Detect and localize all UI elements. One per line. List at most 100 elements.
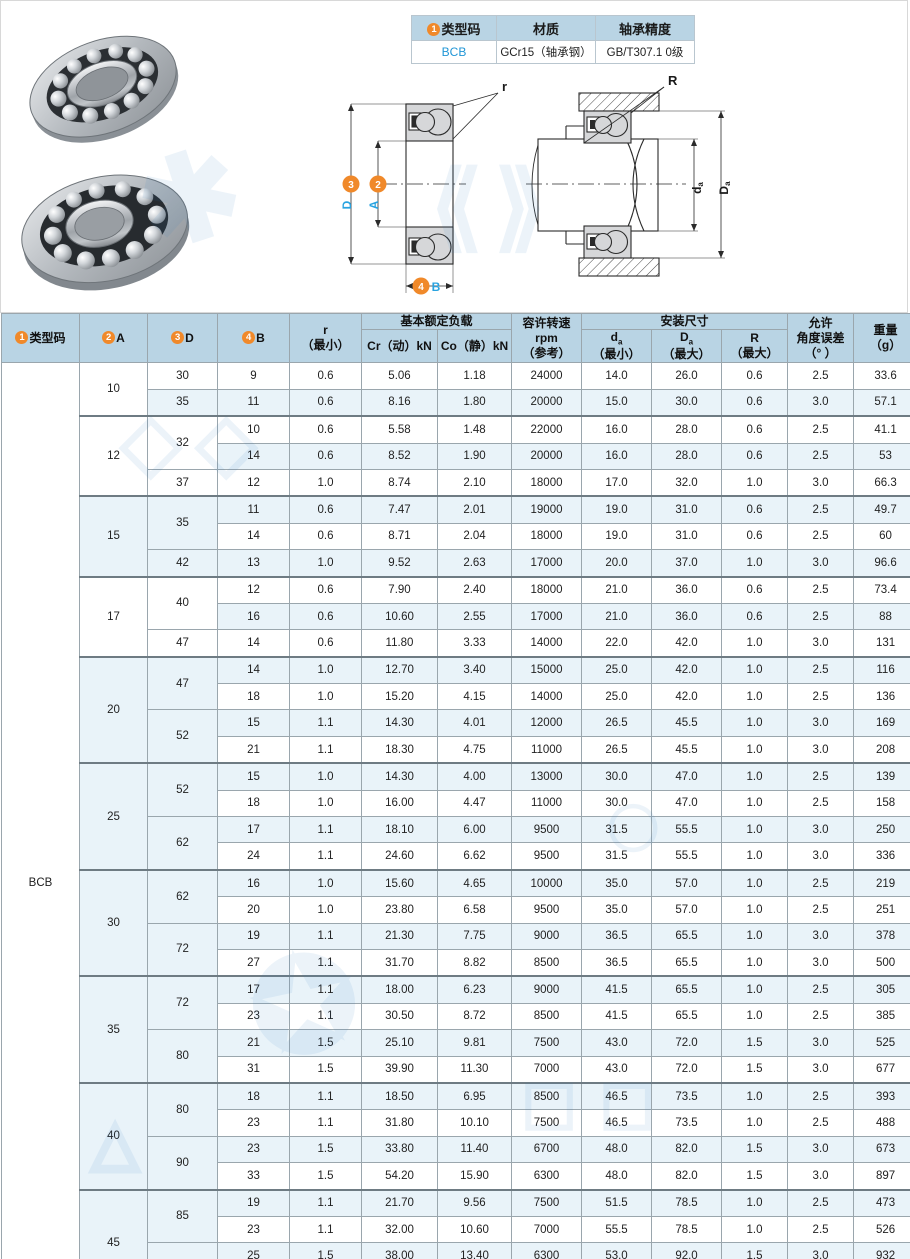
cell-co: 4.15 — [436, 683, 513, 711]
label-A-badge: 2 A — [367, 175, 387, 209]
cell-b: 10 — [217, 415, 290, 444]
cell-angle: 2.5 — [787, 789, 855, 818]
cell-r: 1.1 — [289, 1081, 362, 1111]
cell-b: 14 — [217, 629, 290, 658]
cell-b: 20 — [217, 896, 290, 924]
cell-angle: 2.5 — [787, 896, 855, 924]
cell-co: 6.00 — [436, 816, 513, 844]
cell-a: 17 — [79, 575, 148, 658]
cell-d: 30 — [147, 362, 218, 390]
cell-co: 15.90 — [436, 1162, 513, 1190]
cell-speed: 7500 — [511, 1188, 583, 1217]
cell-b: 25 — [217, 1242, 290, 1259]
cell-R: 0.6 — [721, 442, 789, 470]
th-r-label: r — [323, 323, 328, 338]
cell-a: 15 — [79, 495, 148, 578]
cell-cr: 21.30 — [361, 922, 438, 950]
cell-r: 0.6 — [289, 602, 362, 631]
cell-co: 2.10 — [436, 468, 513, 497]
cell-speed: 6300 — [511, 1242, 583, 1259]
cell-da: 26.5 — [581, 735, 653, 764]
cell-R: 1.0 — [721, 762, 789, 791]
table-row: 20 1.0 23.80 6.58 9500 35.0 57.0 1.0 2.5 251 — [2, 896, 910, 924]
cell-weight: 473 — [853, 1188, 910, 1217]
cell-weight: 219 — [853, 868, 910, 898]
cell-da: 14.0 — [581, 362, 653, 390]
cell-R: 1.0 — [721, 868, 789, 898]
cell-Da: 31.0 — [651, 522, 723, 551]
badge-4-icon: 4 — [242, 331, 256, 345]
product-photo-upper — [19, 15, 184, 150]
cell-co: 11.30 — [436, 1055, 513, 1084]
cell-R: 1.0 — [721, 842, 789, 871]
table-row: 35 11 0.6 8.16 1.80 20000 15.0 30.0 0.6 3.0 57.1 — [2, 388, 910, 417]
cell-Da: 65.5 — [651, 1002, 723, 1031]
cell-speed: 9500 — [511, 896, 583, 924]
cell-d: 72 — [147, 922, 218, 977]
th-load-group: 基本额定负载 — [360, 313, 513, 330]
cell-speed: 24000 — [511, 362, 583, 390]
spec-header-row: 1 类型码 材质 轴承精度 — [411, 15, 695, 41]
cell-Da: 28.0 — [651, 415, 723, 444]
svg-text:2: 2 — [375, 180, 381, 191]
cell-speed: 7000 — [511, 1215, 583, 1244]
cell-co: 1.90 — [436, 442, 513, 470]
cell-r: 1.0 — [289, 468, 362, 497]
th-type-code: 1 类型码 — [1, 312, 80, 364]
cell-a: 45 — [79, 1188, 148, 1259]
cell-co: 3.40 — [436, 655, 513, 685]
cell-cr: 23.80 — [361, 896, 438, 924]
table-row: 42 13 1.0 9.52 2.63 17000 20.0 37.0 1.0 3.0 96.6 — [2, 549, 910, 578]
cell-angle: 2.5 — [787, 762, 855, 791]
cell-Da: 42.0 — [651, 629, 723, 658]
cell-speed: 6300 — [511, 1162, 583, 1190]
cell-R: 1.5 — [721, 1055, 789, 1084]
cell-co: 4.47 — [436, 789, 513, 818]
cell-cr: 18.50 — [361, 1081, 438, 1111]
cell-Da: 28.0 — [651, 442, 723, 470]
cell-speed: 7000 — [511, 1055, 583, 1084]
cell-R: 0.6 — [721, 388, 789, 417]
cell-cr: 5.58 — [361, 415, 438, 444]
cell-cr: 21.70 — [361, 1188, 438, 1217]
cell-angle: 3.0 — [787, 1029, 855, 1057]
cell-co: 13.40 — [436, 1242, 513, 1259]
table-row: 23 1.1 32.00 10.60 7000 55.5 78.5 1.0 2.5 526 — [2, 1215, 910, 1244]
cell-co: 10.10 — [436, 1109, 513, 1137]
cell-weight: 677 — [853, 1055, 910, 1084]
cell-b: 12 — [217, 575, 290, 604]
cell-angle: 2.5 — [787, 495, 855, 524]
cell-angle: 3.0 — [787, 388, 855, 417]
cell-speed: 17000 — [511, 549, 583, 578]
table-row: 14 0.6 8.52 1.90 20000 16.0 28.0 0.6 2.5 53 — [2, 442, 910, 470]
cell-b: 11 — [217, 495, 290, 524]
cell-speed: 22000 — [511, 415, 583, 444]
cell-R: 0.6 — [721, 602, 789, 631]
th-speed: 容许转速 rpm （参考） — [511, 312, 583, 364]
cell-weight: 393 — [853, 1081, 910, 1111]
cell-speed: 14000 — [511, 683, 583, 711]
cell-r: 0.6 — [289, 629, 362, 658]
cell-b: 33 — [217, 1162, 290, 1190]
cell-speed: 11000 — [511, 735, 583, 764]
table-row: 21 1.1 18.30 4.75 11000 26.5 45.5 1.0 3.0 208 — [2, 735, 910, 764]
cell-b: 14 — [217, 522, 290, 551]
cell-weight: 336 — [853, 842, 910, 871]
cell-r: 1.0 — [289, 896, 362, 924]
cell-cr: 8.52 — [361, 442, 438, 470]
spec-value-type-code: BCB — [411, 40, 497, 64]
cell-d: 40 — [147, 575, 218, 631]
badge-3-icon: 3 — [171, 331, 185, 345]
cell-da: 46.5 — [581, 1109, 653, 1137]
cell-b: 23 — [217, 1215, 290, 1244]
cell-Da: 55.5 — [651, 816, 723, 844]
cell-b: 19 — [217, 922, 290, 950]
cell-b: 15 — [217, 762, 290, 791]
cell-weight: 932 — [853, 1242, 910, 1259]
cell-da: 43.0 — [581, 1029, 653, 1057]
cell-speed: 9500 — [511, 816, 583, 844]
cell-co: 1.80 — [436, 388, 513, 417]
cell-Da: 30.0 — [651, 388, 723, 417]
cell-b: 11 — [217, 388, 290, 417]
cell-d: 72 — [147, 975, 218, 1031]
